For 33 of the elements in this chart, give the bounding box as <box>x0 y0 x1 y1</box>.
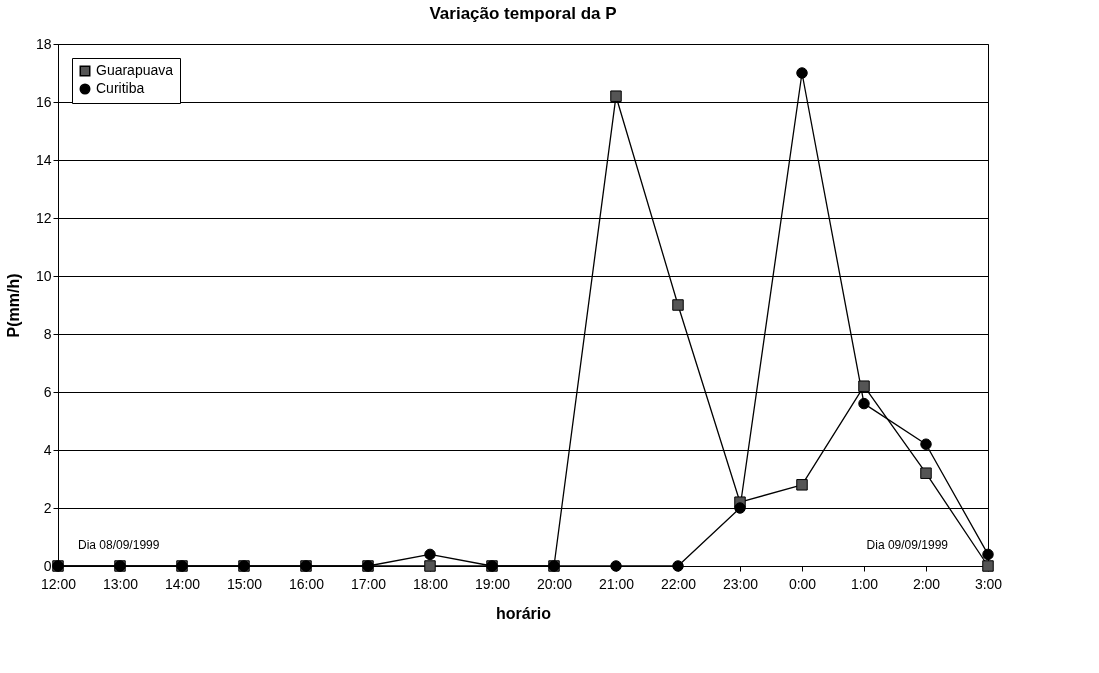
x-tick-label: 0:00 <box>788 575 817 592</box>
legend-label: Guarapuava <box>96 62 174 78</box>
y-tick-label: 4 <box>43 441 52 458</box>
x-tick-label: 20:00 <box>536 575 573 592</box>
y-tick-label: 0 <box>43 557 52 574</box>
y-tick-label: 14 <box>35 151 52 168</box>
x-tick-label: 16:00 <box>288 575 325 592</box>
chart-title: Variação temporal da P <box>429 4 617 23</box>
x-tick-label: 1:00 <box>850 575 879 592</box>
y-tick-label: 2 <box>43 499 52 516</box>
y-axis-title: P(mm/h) <box>4 273 22 338</box>
x-tick-label: 3:00 <box>974 575 1003 592</box>
x-axis-title: horário <box>495 604 552 622</box>
y-tick-label: 16 <box>35 93 52 110</box>
y-tick-label: 12 <box>35 209 52 226</box>
annotation: Dia 08/09/1999 <box>78 538 160 552</box>
x-tick-label: 14:00 <box>164 575 201 592</box>
x-tick-label: 22:00 <box>660 575 697 592</box>
y-tick-label: 6 <box>43 383 52 400</box>
x-tick-label: 2:00 <box>912 575 941 592</box>
annotation: Dia 09/09/1999 <box>866 538 949 552</box>
y-tick-label: 18 <box>35 35 52 52</box>
x-tick-label: 12:00 <box>40 575 77 592</box>
legend-label: Curitiba <box>96 80 145 96</box>
x-tick-label: 13:00 <box>102 575 139 592</box>
y-tick-label: 8 <box>43 325 52 342</box>
x-tick-label: 15:00 <box>226 575 263 592</box>
x-tick-label: 21:00 <box>598 575 635 592</box>
x-tick-label: 17:00 <box>350 575 387 592</box>
x-tick-label: 23:00 <box>722 575 759 592</box>
y-tick-label: 10 <box>35 267 52 284</box>
x-tick-label: 18:00 <box>412 575 449 592</box>
x-tick-label: 19:00 <box>474 575 511 592</box>
